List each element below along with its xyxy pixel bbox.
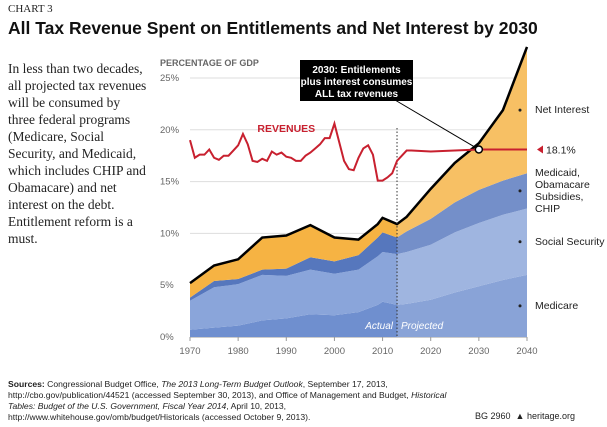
source-text: , April 10, 2013, http://www.whitehouse.… <box>8 401 311 422</box>
revenue-label: REVENUES <box>257 123 315 135</box>
intersection-marker <box>474 145 484 154</box>
area <box>190 208 527 330</box>
series-label: Net Interest <box>535 104 590 117</box>
x-tick-label: 2030 <box>468 346 489 357</box>
x-tick-label: 2010 <box>372 346 393 357</box>
revenue-end-label: 18.1% <box>546 144 576 156</box>
label-dot <box>518 304 522 308</box>
callout-box <box>300 60 413 101</box>
area <box>190 173 527 301</box>
callout-text: 2030: Entitlements <box>312 65 401 76</box>
revenue-arrow <box>537 145 543 154</box>
x-tick-label: 2040 <box>516 346 537 357</box>
y-tick-label: 10% <box>160 228 180 239</box>
callout-text: plus interest consumes <box>301 77 413 88</box>
sources-label: Sources: <box>8 379 45 389</box>
y-axis-label: PERCENTAGE OF GDP <box>160 58 259 68</box>
x-tick-label: 1990 <box>276 346 297 357</box>
source-title: Historical Tables: Budget of the U.S. Go… <box>8 390 447 411</box>
area <box>190 46 527 298</box>
y-tick-label: 5% <box>160 280 174 291</box>
total-line <box>189 46 529 285</box>
y-tick-label: 0% <box>160 332 174 343</box>
period-label: Projected <box>401 321 444 332</box>
x-tick-label: 1980 <box>228 346 249 357</box>
period-label: Actual <box>364 321 394 332</box>
chart-title: All Tax Revenue Spent on Entitlements an… <box>8 18 538 38</box>
footer: BG 2960 ▲ heritage.org <box>475 411 575 421</box>
callout-pointer <box>394 99 480 150</box>
label-dot <box>518 240 522 244</box>
description: In less than two decades, all projected … <box>8 61 147 246</box>
projection-shade <box>397 40 527 337</box>
y-tick-label: 20% <box>160 125 180 136</box>
chart-label: CHART 3 <box>8 3 53 15</box>
x-tick-label: 2000 <box>324 346 345 357</box>
source-title: The 2013 Long-Term Budget Outlook <box>161 379 303 389</box>
revenue-line <box>189 120 527 182</box>
x-tick-label: 1970 <box>179 346 200 357</box>
source-text: , September 17, 2013, http://cbo.gov/pub… <box>8 379 412 400</box>
sources: Sources: Congressional Budget Office, Th… <box>8 379 448 423</box>
series-label: Medicare <box>535 299 579 312</box>
site: heritage.org <box>526 411 575 421</box>
label-dot <box>518 108 522 112</box>
series-label: Social Security <box>535 235 605 248</box>
report-code: BG 2960 <box>475 411 511 421</box>
label-dot <box>518 189 522 193</box>
x-tick-label: 2020 <box>420 346 441 357</box>
y-tick-label: 15% <box>160 177 180 188</box>
series-label: Medicaid, Obamacare Subsidies, CHIP <box>535 166 590 215</box>
area <box>190 274 527 337</box>
source-text: Congressional Budget Office, <box>44 379 162 389</box>
callout-text: ALL tax revenues <box>315 89 399 100</box>
y-tick-label: 25% <box>160 73 180 84</box>
